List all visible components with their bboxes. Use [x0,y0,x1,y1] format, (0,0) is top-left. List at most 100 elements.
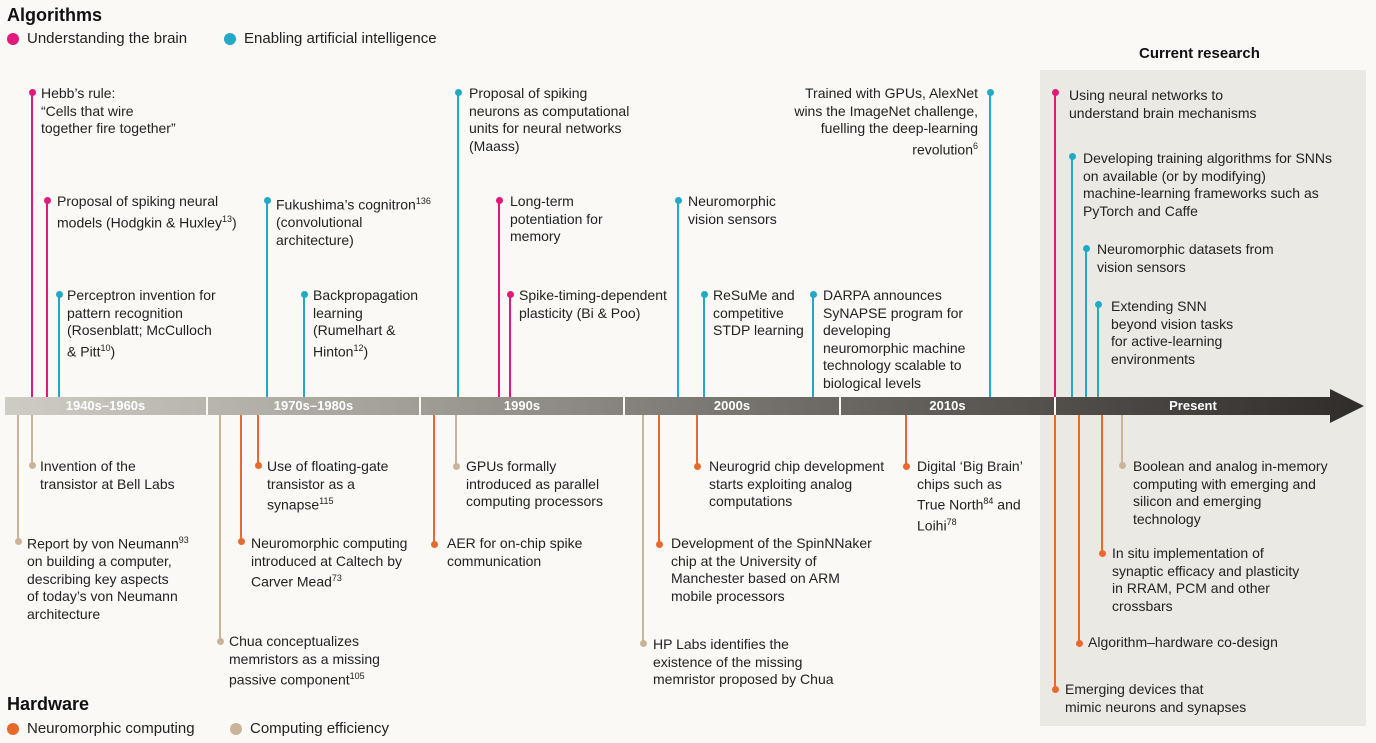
legend-enabling-ai: Enabling artificial intelligence [224,30,437,47]
event-darpa: DARPA announces SyNAPSE program for deve… [823,287,966,391]
stem-dot [507,291,514,298]
era-separator [419,397,421,415]
stem-dot [1076,640,1083,647]
stem-neurogrid [696,415,698,466]
current-research-heading: Current research [1139,45,1260,62]
stem-dot [15,538,22,545]
stem-vision-sensors [677,200,679,397]
stem-fukushima [266,200,268,397]
stem-hodgkin [46,200,48,397]
event-chua: Chua conceptualizes memristors as a miss… [229,633,380,688]
event-neurogrid: Neurogrid chip development starts exploi… [709,458,885,509]
event-vonneumann: Report by von Neumann93 on building a co… [27,535,189,622]
era-label-1940s: 1940s–1960s [65,398,146,413]
stem-dot [656,541,663,548]
era-label-1970s: 1970s–1980s [273,398,354,413]
blue-dot-icon [224,32,236,45]
stem-backprop [303,294,305,397]
stem-dot [903,463,910,470]
stem-dot [301,291,308,298]
stem-caltech [240,415,242,541]
event-vision-sensors: Neuromorphic vision sensors [688,193,777,227]
stem-maass [457,92,459,397]
era-separator [1054,397,1056,415]
event-cr-datasets: Neuromorphic datasets from vision sensor… [1097,241,1274,275]
era-label-present: Present [1169,398,1217,413]
legend-computing-efficiency: Computing efficiency [230,720,389,737]
pink-dot-icon [7,32,19,45]
event-hodgkin: Proposal of spiking neural models (Hodgk… [57,193,237,231]
stem-stdp [509,294,511,397]
timeline-arrow [5,389,1364,423]
stem-dot [217,638,224,645]
stem-dot [694,463,701,470]
stem-dot [496,197,503,204]
event-ltp: Long-term potentiation for memory [510,193,603,244]
stem-dot [1069,153,1076,160]
stem-dot [1099,550,1106,557]
event-stdp: Spike-timing-dependent plasticity (Bi & … [519,287,667,321]
event-cr-brain: Using neural networks to understand brai… [1069,87,1257,121]
stem-dot [987,89,994,96]
event-hp: HP Labs identifies the existence of the … [653,636,834,687]
stem-dot [640,640,647,647]
stem-dot [264,197,271,204]
stem-hebb [31,92,33,397]
event-hebb: Hebb’s rule: “Cells that wire together f… [41,85,176,136]
stem-aer [433,415,435,544]
stem-dot [675,197,682,204]
orange-dot-icon [7,722,19,735]
event-caltech: Neuromorphic computing introduced at Cal… [251,535,408,590]
event-cr-codesign: Algorithm–hardware co-design [1088,634,1278,650]
stem-gpus [455,415,457,466]
event-cr-extending: Extending SNN beyond vision tasks for ac… [1111,298,1234,367]
era-label-2000s: 2000s [713,398,751,413]
era-separator [206,397,208,415]
stem-cr-brain [1054,92,1056,397]
era-separator [623,397,625,415]
stem-dot [455,89,462,96]
legend-neuromorphic-computing: Neuromorphic computing [7,720,195,737]
stem-cr-training [1071,156,1073,397]
event-gpus: GPUs formally introduced as parallel com… [466,458,603,509]
algorithms-heading: Algorithms [7,5,103,25]
stem-dot [255,462,262,469]
stem-dot [1083,245,1090,252]
event-cr-insitu: In situ implementation of synaptic effic… [1112,545,1300,614]
event-backprop: Backpropagation learning (Rumelhart & Hi… [313,287,419,360]
stem-dot [1095,301,1102,308]
event-resume: ReSuMe and competitive STDP learning [713,287,804,338]
stem-darpa [812,294,814,397]
event-cr-training: Developing training algorithms for SNNs … [1083,150,1332,219]
event-fukushima: Fukushima’s cognitron136 (convolutional … [276,196,431,248]
stem-chua [219,415,221,641]
stem-ltp [498,200,500,397]
event-bigbrain: Digital ‘Big Brain’ chips such as True N… [917,458,1023,534]
hardware-heading: Hardware [7,694,90,714]
event-spinnaker: Development of the SpinNNaker chip at th… [671,535,872,604]
stem-dot [1052,89,1059,96]
stem-dot [44,197,51,204]
stem-perceptron [58,294,60,397]
stem-dot [431,541,438,548]
stem-dot [1119,462,1126,469]
era-label-1990s: 1990s [503,398,541,413]
stem-cr-extending [1097,304,1099,397]
era-label-2010s: 2010s [929,398,966,413]
stem-alexnet [989,92,991,397]
timeline-bar [5,389,1364,423]
event-floating-gate: Use of floating-gate transistor as a syn… [267,458,389,513]
stem-spinnaker [658,415,660,544]
stem-dot [810,291,817,298]
stem-dot [29,89,36,96]
stem-dot [29,462,36,469]
stem-bigbrain [905,415,907,466]
stem-dot [1052,686,1059,693]
stem-cr-insitu [1101,415,1103,553]
stem-hp [642,415,644,643]
stem-dot [238,538,245,545]
stem-cr-datasets [1085,248,1087,397]
beige-dot-icon [230,722,242,735]
event-alexnet: Trained with GPUs, AlexNet wins the Imag… [794,85,978,158]
stem-dot [56,291,63,298]
